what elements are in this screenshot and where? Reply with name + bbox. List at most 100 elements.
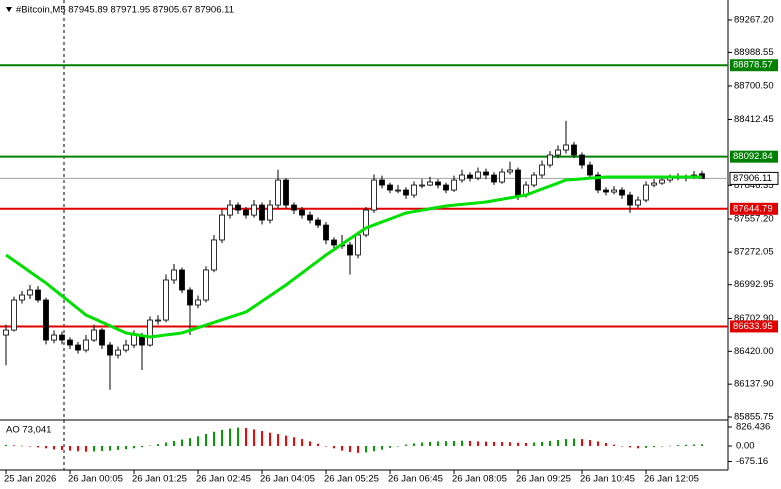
candle-body: [563, 144, 569, 151]
candle-body: [307, 214, 313, 221]
candle-body: [67, 339, 73, 346]
ao-bar: [477, 441, 479, 446]
candle-body: [75, 344, 81, 351]
ao-bar: [61, 445, 63, 451]
ao-bar: [181, 439, 183, 446]
ao-bar: [501, 442, 503, 446]
ao-bar: [653, 445, 655, 448]
ao-bar: [229, 428, 231, 446]
candle-body: [555, 149, 561, 156]
candle-body: [27, 289, 33, 296]
ao-bar: [565, 439, 567, 446]
ao-bar: [669, 445, 671, 447]
candle-body: [115, 349, 121, 356]
candle-body: [259, 204, 265, 221]
x-tick-label: 26 Jan 09:25: [516, 474, 571, 485]
candle-body: [371, 179, 377, 211]
ao-bar: [421, 442, 423, 446]
ao-bar: [453, 440, 455, 446]
ao-bar: [141, 445, 143, 448]
candle-body: [643, 184, 649, 201]
x-tick-label: 26 Jan 05:25: [324, 474, 379, 485]
level-label-box: [730, 59, 778, 72]
candle-body: [459, 174, 465, 181]
candle-body: [107, 344, 113, 356]
ao-bar: [533, 442, 535, 446]
ao-bar: [165, 442, 167, 446]
ao-bar: [429, 441, 431, 446]
ao-bar: [589, 440, 591, 446]
ao-bar: [325, 445, 327, 447]
ao-bar: [389, 445, 391, 448]
candle-body: [659, 179, 665, 184]
candle-body: [171, 269, 177, 281]
y-tick-label: 87846.35: [734, 180, 774, 191]
candle-body: [403, 189, 409, 196]
ao-tick-label: -675.16: [736, 456, 768, 467]
candle-body: [43, 299, 49, 341]
ao-bar: [285, 435, 287, 446]
candle-body: [83, 339, 89, 351]
ao-bar: [117, 445, 119, 450]
candle-body: [123, 344, 129, 351]
candle-body: [51, 334, 57, 341]
candle-body: [219, 214, 225, 241]
candle-body: [211, 239, 217, 271]
y-tick-label: 88700.50: [734, 80, 774, 91]
ao-bar: [573, 438, 575, 446]
ao-bar: [237, 427, 239, 446]
candle-body: [579, 154, 585, 166]
ao-tick-label: 826.436: [736, 421, 770, 432]
ao-bar: [381, 445, 383, 450]
candle-body: [595, 174, 601, 191]
ao-tick-label: 0.00: [736, 441, 755, 452]
x-tick-label: 26 Jan 04:05: [260, 474, 315, 485]
candle-body: [611, 189, 617, 193]
candle-body: [411, 184, 417, 196]
ao-bar: [349, 445, 351, 452]
candle-body: [363, 209, 369, 236]
candle-body: [491, 174, 497, 183]
candle-body: [59, 334, 65, 341]
y-tick-label: 88988.55: [734, 47, 774, 58]
ao-bar: [221, 429, 223, 446]
y-tick-label: 88412.45: [734, 114, 774, 125]
ao-bar: [645, 445, 647, 448]
candle-body: [315, 219, 321, 226]
ao-bar: [469, 440, 471, 446]
menu-icon[interactable]: [6, 7, 12, 12]
ao-bar: [437, 441, 439, 446]
ao-bar: [29, 445, 31, 447]
candle-body: [419, 184, 425, 187]
ao-bar: [277, 434, 279, 446]
level-label-box: [730, 150, 778, 163]
candle-body: [187, 289, 193, 306]
candle-body: [467, 174, 473, 179]
chart-title: #Bitcoin,M5 87945.89 87971.95 87905.67 8…: [16, 5, 234, 16]
x-tick-label: 26 Jan 00:05: [68, 474, 123, 485]
candle-body: [475, 171, 481, 179]
ao-bar: [125, 445, 127, 450]
ao-bar: [85, 445, 87, 452]
ao-bar: [517, 442, 519, 446]
level-label-box: [730, 320, 778, 333]
x-tick-label: 26 Jan 06:45: [388, 474, 443, 485]
ao-bar: [309, 441, 311, 446]
candle-body: [131, 334, 137, 346]
candle-body: [155, 319, 161, 322]
ao-bar: [293, 437, 295, 446]
candle-body: [35, 289, 41, 301]
candle-body: [355, 234, 361, 256]
candle-body: [587, 164, 593, 176]
ao-bar: [45, 445, 47, 449]
y-tick-label: 89267.20: [734, 15, 774, 26]
candle-body: [379, 179, 385, 186]
ao-bar: [205, 434, 207, 446]
ao-bar: [597, 441, 599, 446]
ao-bar: [685, 444, 687, 446]
candle-body: [195, 299, 201, 306]
y-tick-label: 86420.00: [734, 346, 774, 357]
ao-bar: [693, 444, 695, 446]
